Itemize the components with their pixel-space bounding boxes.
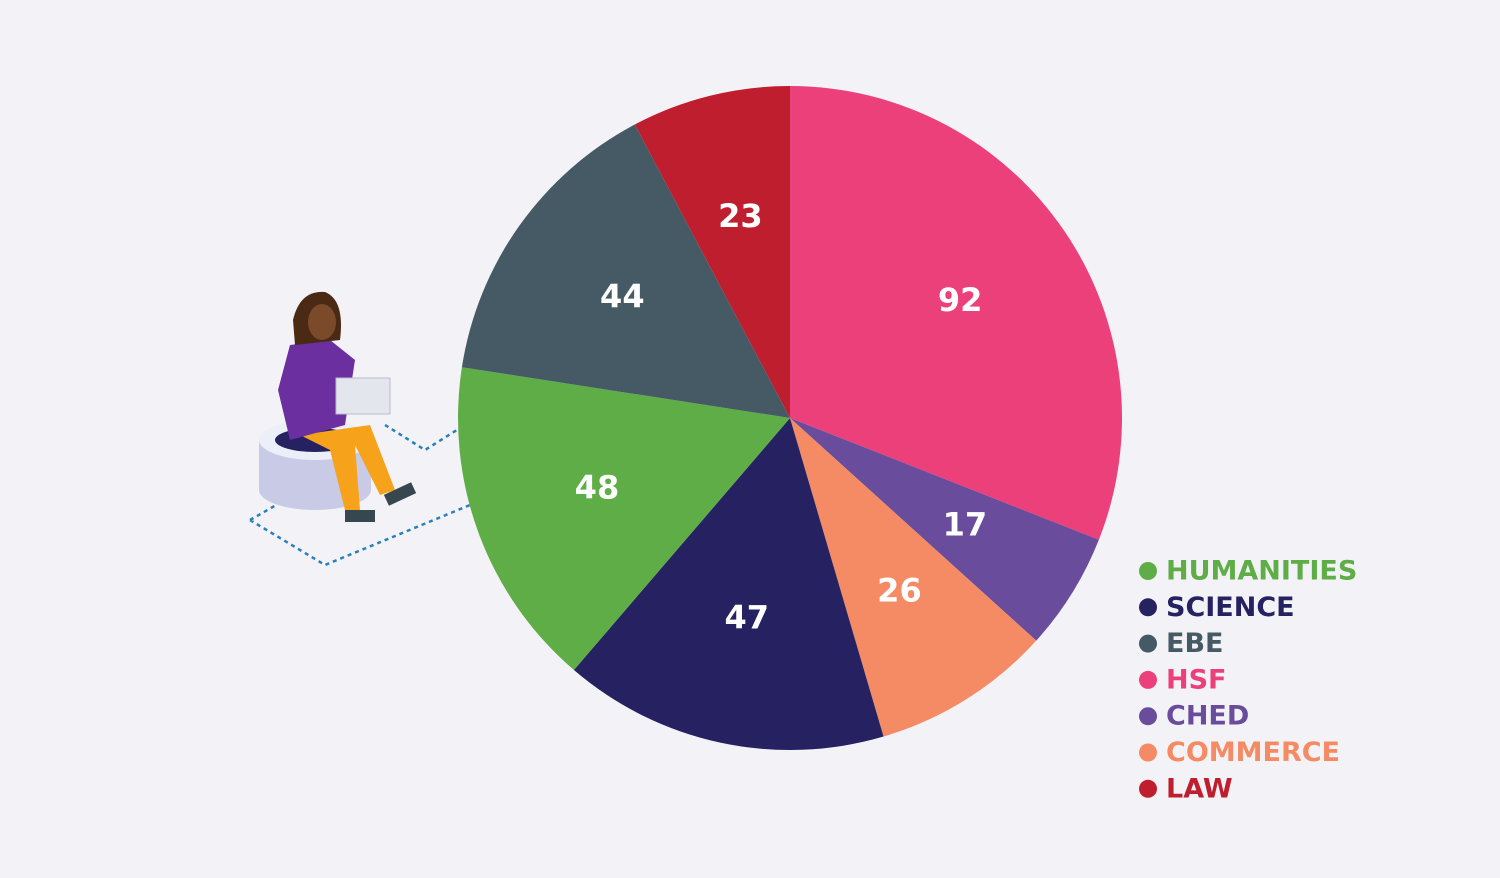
- slice-label: 92: [938, 281, 983, 319]
- legend-marker: [1139, 707, 1157, 726]
- legend-label: CHED: [1166, 701, 1249, 732]
- slice-label: 26: [877, 571, 922, 609]
- legend-label: EBE: [1166, 628, 1223, 659]
- legend-marker: [1139, 743, 1157, 762]
- legend-marker: [1139, 562, 1157, 580]
- pie-slice: [790, 418, 1037, 737]
- jacket: [278, 340, 355, 440]
- legend-label: HUMANITIES: [1166, 556, 1357, 587]
- legs: [300, 425, 395, 510]
- pie-slice: [790, 86, 1122, 540]
- face: [308, 304, 336, 340]
- pie-slice: [458, 367, 790, 671]
- pie-slice: [790, 418, 1099, 641]
- legend-marker: [1139, 598, 1157, 617]
- legend-label: COMMERCE: [1166, 737, 1340, 768]
- pie-slice: [573, 418, 884, 750]
- slice-label: 44: [600, 278, 645, 316]
- pie-slice: [634, 86, 790, 418]
- slice-label: 17: [943, 506, 988, 544]
- legend-label: SCIENCE: [1166, 592, 1295, 623]
- legend: HUMANITIES SCIENCE EBE HSF CHED COMMERCE LAW: [1139, 556, 1357, 804]
- illustration: [249, 291, 471, 567]
- legend-label: LAW: [1166, 773, 1233, 804]
- legend-marker: [1139, 779, 1157, 798]
- legend-label: HSF: [1166, 664, 1227, 695]
- pie-slice: [461, 124, 790, 418]
- shoe: [383, 482, 417, 506]
- laptop: [335, 377, 391, 415]
- pie: 92 17 26 47 48 44 23: [458, 86, 1122, 750]
- shoe: [345, 510, 375, 522]
- slice-label: 23: [718, 197, 763, 235]
- legend-marker: [1139, 670, 1157, 689]
- slice-label: 47: [725, 598, 770, 636]
- legend-marker: [1139, 634, 1157, 653]
- slice-label: 48: [575, 468, 620, 506]
